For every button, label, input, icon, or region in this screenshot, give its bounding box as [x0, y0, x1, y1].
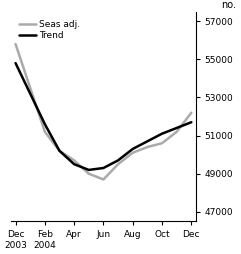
Seas adj. — [29, 86, 32, 89]
Trend — [161, 132, 163, 135]
Trend — [73, 163, 76, 166]
Trend — [87, 168, 90, 171]
Seas adj. — [117, 163, 120, 166]
Y-axis label: no.: no. — [221, 0, 236, 9]
Trend — [175, 126, 178, 130]
Seas adj. — [43, 130, 46, 133]
Trend — [29, 92, 32, 95]
Seas adj. — [146, 146, 149, 149]
Trend — [131, 147, 134, 150]
Seas adj. — [87, 172, 90, 175]
Seas adj. — [175, 130, 178, 133]
Seas adj. — [102, 178, 105, 181]
Line: Trend: Trend — [16, 63, 191, 170]
Legend: Seas adj., Trend: Seas adj., Trend — [16, 16, 84, 44]
Seas adj. — [131, 151, 134, 154]
Trend — [43, 123, 46, 126]
Trend — [146, 140, 149, 143]
Trend — [102, 166, 105, 169]
Seas adj. — [73, 159, 76, 162]
Line: Seas adj.: Seas adj. — [16, 44, 191, 179]
Seas adj. — [58, 149, 61, 152]
Trend — [190, 121, 193, 124]
Trend — [14, 61, 17, 65]
Trend — [117, 159, 120, 162]
Seas adj. — [190, 111, 193, 114]
Seas adj. — [161, 142, 163, 145]
Trend — [58, 149, 61, 152]
Seas adj. — [14, 42, 17, 45]
